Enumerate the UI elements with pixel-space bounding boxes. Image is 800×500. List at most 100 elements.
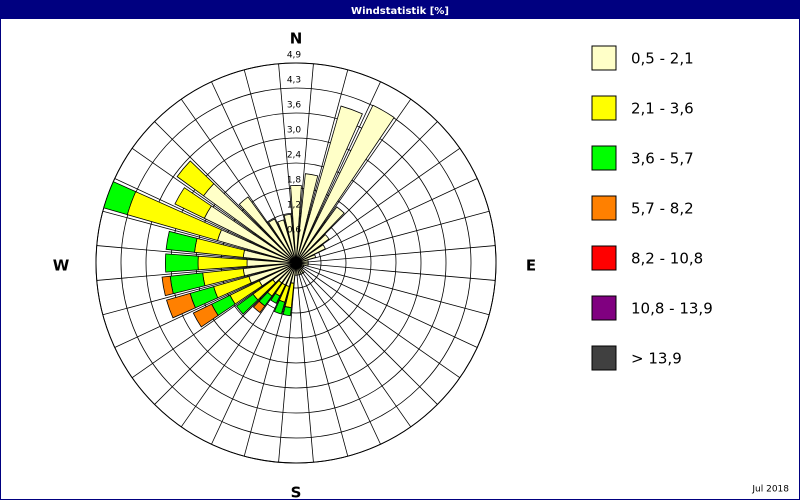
wind-segment — [295, 262, 302, 276]
spoke — [295, 262, 461, 379]
spoke — [295, 81, 381, 264]
legend-label: 5,7 - 8,2 — [631, 200, 694, 218]
spoke — [295, 262, 314, 463]
wind-segment — [165, 230, 198, 253]
spoke — [278, 63, 297, 264]
chart-title: Windstatistik [%] — [351, 6, 449, 17]
spoke — [96, 245, 297, 264]
ring-label: 4,9 — [287, 51, 302, 61]
spoke — [295, 210, 490, 264]
spoke — [102, 262, 297, 316]
wind-segment — [252, 300, 266, 314]
wind-segment — [294, 262, 298, 276]
spoke — [295, 262, 496, 281]
wind-segment — [283, 213, 297, 264]
legend-swatch — [591, 295, 617, 321]
wind-segment — [270, 292, 281, 304]
wind-segment — [268, 218, 297, 264]
legend-swatch — [591, 95, 617, 121]
legend-swatch — [591, 45, 617, 71]
legend-label: 0,5 - 2,1 — [631, 50, 694, 68]
wind-segment — [295, 261, 309, 265]
spoke — [295, 178, 478, 264]
spoke — [102, 210, 297, 264]
spoke — [295, 63, 314, 264]
wind-segment — [277, 219, 297, 264]
spoke — [278, 262, 297, 463]
legend-swatch — [591, 195, 617, 221]
ring-label: 1,8 — [287, 176, 302, 186]
ring-label: 0,6 — [287, 226, 302, 236]
spoke — [114, 262, 297, 348]
legend-label: > 13,9 — [631, 350, 682, 368]
spoke — [211, 81, 297, 264]
spoke — [295, 245, 496, 264]
wind-segment — [295, 173, 319, 264]
spoke — [114, 178, 297, 264]
spoke — [295, 262, 438, 405]
wind-segment — [282, 306, 292, 317]
spoke — [295, 262, 349, 457]
wind-segment — [295, 262, 304, 275]
wind-segment — [192, 303, 219, 328]
ring-label: 4,3 — [287, 76, 301, 86]
wind-segment — [238, 196, 297, 264]
spoke — [295, 262, 478, 348]
wind-segment — [273, 299, 286, 315]
wind-segment — [295, 259, 309, 264]
ring-label: 1,2 — [287, 201, 301, 211]
compass-label: W — [53, 257, 70, 275]
grid-ring — [145, 112, 447, 414]
wind-segment — [174, 187, 212, 219]
wind-segment — [295, 254, 317, 264]
spoke — [154, 262, 297, 405]
spoke — [295, 98, 412, 264]
wind-segment — [236, 293, 259, 315]
wind-segment — [295, 244, 326, 264]
spoke — [295, 121, 438, 264]
wind-segment — [103, 181, 137, 216]
spoke — [180, 262, 297, 428]
spoke — [96, 262, 297, 281]
grid-ring — [95, 62, 497, 464]
legend-label: 10,8 - 13,9 — [631, 300, 713, 318]
ring-label: 2,4 — [287, 151, 302, 161]
legend-label: 3,6 - 5,7 — [631, 150, 694, 168]
wind-segment — [166, 292, 196, 319]
wind-segment — [295, 105, 363, 264]
ring-label: 3,6 — [287, 101, 302, 111]
spoke — [243, 262, 297, 457]
ring-label: 3,0 — [287, 126, 302, 136]
compass-label: N — [290, 30, 303, 48]
legend-swatch — [591, 145, 617, 171]
legend-swatch — [591, 245, 617, 271]
footnote: Jul 2018 — [751, 485, 789, 495]
spoke — [295, 262, 381, 445]
wind-segment — [161, 275, 174, 297]
spoke — [131, 147, 297, 264]
spoke — [295, 262, 490, 316]
wind-segment — [295, 262, 300, 276]
wind-segment — [164, 253, 199, 273]
grid-ring — [120, 87, 472, 439]
wind-segment — [295, 234, 330, 264]
spoke — [295, 147, 461, 264]
spoke — [131, 262, 297, 379]
wind-segment — [295, 206, 345, 264]
spoke — [211, 262, 297, 445]
compass-label: S — [291, 484, 302, 500]
wind-segment — [295, 104, 395, 264]
spoke — [295, 69, 349, 264]
spoke — [243, 69, 297, 264]
compass-label: E — [526, 257, 536, 275]
legend-label: 8,2 - 10,8 — [631, 250, 703, 268]
wind-segment — [290, 185, 302, 264]
legend-label: 2,1 - 3,6 — [631, 100, 694, 118]
wind-segment — [176, 160, 215, 197]
spoke — [154, 121, 297, 264]
spoke — [295, 262, 412, 428]
title-bar — [1, 1, 799, 19]
legend-swatch — [591, 345, 617, 371]
